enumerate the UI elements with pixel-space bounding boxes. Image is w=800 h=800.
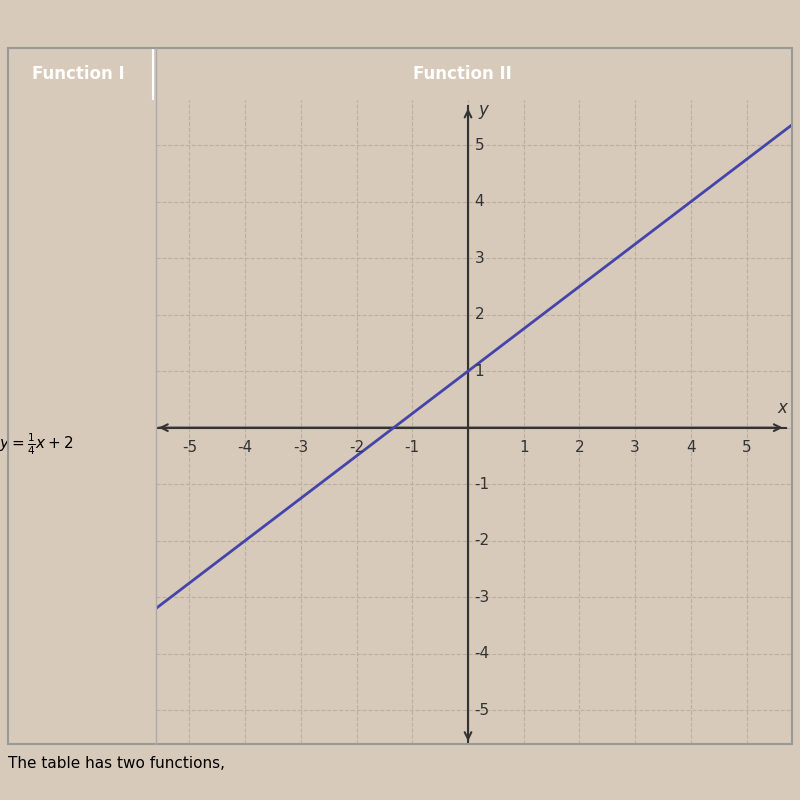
- Text: 4: 4: [474, 194, 484, 209]
- Text: -4: -4: [474, 646, 490, 661]
- Text: 4: 4: [686, 440, 696, 455]
- Text: -1: -1: [474, 477, 490, 492]
- Text: 5: 5: [474, 138, 484, 153]
- Text: Function I: Function I: [32, 65, 125, 83]
- Text: 1: 1: [519, 440, 529, 455]
- Text: 1: 1: [474, 364, 484, 378]
- Text: -4: -4: [238, 440, 253, 455]
- Text: 2: 2: [574, 440, 584, 455]
- Text: y: y: [478, 101, 488, 119]
- Text: 2: 2: [474, 307, 484, 322]
- Text: -5: -5: [474, 702, 490, 718]
- Text: -3: -3: [294, 440, 309, 455]
- Text: $y = \frac{1}{4}x + 2$: $y = \frac{1}{4}x + 2$: [0, 432, 74, 458]
- Text: -1: -1: [405, 440, 420, 455]
- Text: -2: -2: [474, 533, 490, 548]
- Text: -5: -5: [182, 440, 197, 455]
- Text: -3: -3: [474, 590, 490, 605]
- Text: 3: 3: [474, 250, 485, 266]
- Text: x: x: [778, 399, 788, 418]
- Text: 3: 3: [630, 440, 640, 455]
- Text: Function II: Function II: [414, 65, 512, 83]
- Text: The table has two functions,: The table has two functions,: [8, 756, 225, 771]
- Text: -2: -2: [349, 440, 364, 455]
- Text: 5: 5: [742, 440, 751, 455]
